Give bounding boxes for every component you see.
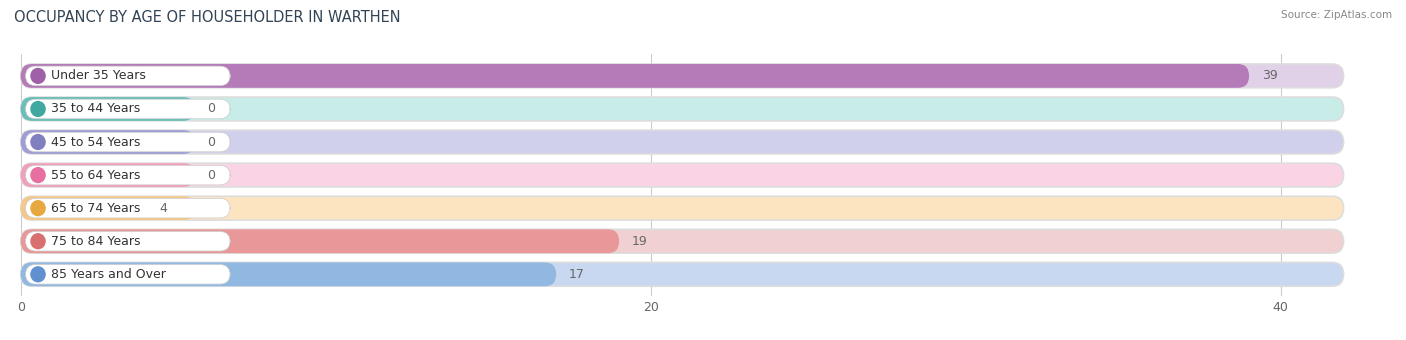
FancyBboxPatch shape: [21, 163, 1344, 187]
FancyBboxPatch shape: [25, 99, 231, 119]
Text: 39: 39: [1261, 69, 1278, 82]
Text: 75 to 84 Years: 75 to 84 Years: [51, 235, 141, 248]
Circle shape: [31, 68, 45, 83]
FancyBboxPatch shape: [25, 66, 231, 86]
FancyBboxPatch shape: [21, 97, 1344, 121]
FancyBboxPatch shape: [25, 199, 231, 218]
FancyBboxPatch shape: [21, 64, 1249, 88]
FancyBboxPatch shape: [21, 196, 194, 220]
Text: 65 to 74 Years: 65 to 74 Years: [51, 202, 141, 215]
FancyBboxPatch shape: [21, 130, 1344, 154]
Text: 0: 0: [207, 136, 215, 149]
FancyBboxPatch shape: [21, 196, 1344, 220]
FancyBboxPatch shape: [21, 262, 557, 286]
Text: OCCUPANCY BY AGE OF HOUSEHOLDER IN WARTHEN: OCCUPANCY BY AGE OF HOUSEHOLDER IN WARTH…: [14, 10, 401, 25]
Text: 4: 4: [159, 202, 167, 215]
FancyBboxPatch shape: [25, 232, 231, 251]
Text: Under 35 Years: Under 35 Years: [51, 69, 145, 82]
Text: 45 to 54 Years: 45 to 54 Years: [51, 136, 141, 149]
FancyBboxPatch shape: [25, 132, 231, 152]
Text: 0: 0: [207, 102, 215, 116]
FancyBboxPatch shape: [21, 130, 194, 154]
Circle shape: [31, 201, 45, 216]
Circle shape: [31, 102, 45, 116]
Circle shape: [31, 168, 45, 183]
FancyBboxPatch shape: [21, 230, 619, 253]
FancyBboxPatch shape: [21, 262, 1344, 286]
Circle shape: [31, 135, 45, 150]
FancyBboxPatch shape: [21, 230, 1344, 253]
FancyBboxPatch shape: [21, 163, 194, 187]
Text: 85 Years and Over: 85 Years and Over: [51, 268, 166, 281]
Text: Source: ZipAtlas.com: Source: ZipAtlas.com: [1281, 10, 1392, 20]
Text: 35 to 44 Years: 35 to 44 Years: [51, 102, 139, 116]
Text: 0: 0: [207, 169, 215, 182]
Text: 19: 19: [631, 235, 648, 248]
FancyBboxPatch shape: [25, 165, 231, 185]
Text: 17: 17: [569, 268, 585, 281]
FancyBboxPatch shape: [21, 97, 194, 121]
FancyBboxPatch shape: [25, 265, 231, 284]
Circle shape: [31, 267, 45, 282]
Text: 55 to 64 Years: 55 to 64 Years: [51, 169, 141, 182]
FancyBboxPatch shape: [21, 64, 1344, 88]
Circle shape: [31, 234, 45, 249]
